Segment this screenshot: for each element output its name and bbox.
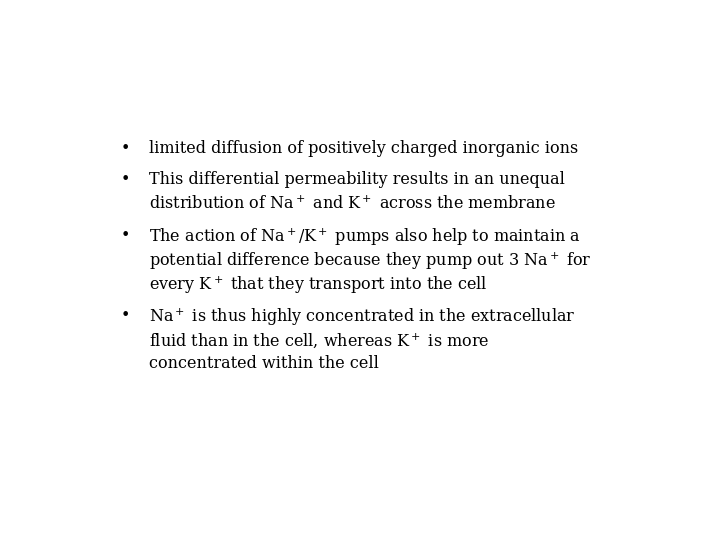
Text: •: • [121, 171, 130, 188]
Text: concentrated within the cell: concentrated within the cell [148, 355, 379, 372]
Text: •: • [121, 140, 130, 157]
Text: •: • [121, 307, 130, 324]
Text: distribution of Na$^+$ and K$^+$ across the membrane: distribution of Na$^+$ and K$^+$ across … [148, 195, 555, 213]
Text: The action of Na$^+$/K$^+$ pumps also help to maintain a: The action of Na$^+$/K$^+$ pumps also he… [148, 227, 580, 248]
Text: limited diffusion of positively charged inorganic ions: limited diffusion of positively charged … [148, 140, 578, 157]
Text: Na$^+$ is thus highly concentrated in the extracellular: Na$^+$ is thus highly concentrated in th… [148, 307, 575, 328]
Text: •: • [121, 227, 130, 244]
Text: potential difference because they pump out 3 Na$^+$ for: potential difference because they pump o… [148, 251, 591, 272]
Text: fluid than in the cell, whereas K$^+$ is more: fluid than in the cell, whereas K$^+$ is… [148, 331, 489, 349]
Text: every K$^+$ that they transport into the cell: every K$^+$ that they transport into the… [148, 275, 487, 296]
Text: This differential permeability results in an unequal: This differential permeability results i… [148, 171, 564, 188]
